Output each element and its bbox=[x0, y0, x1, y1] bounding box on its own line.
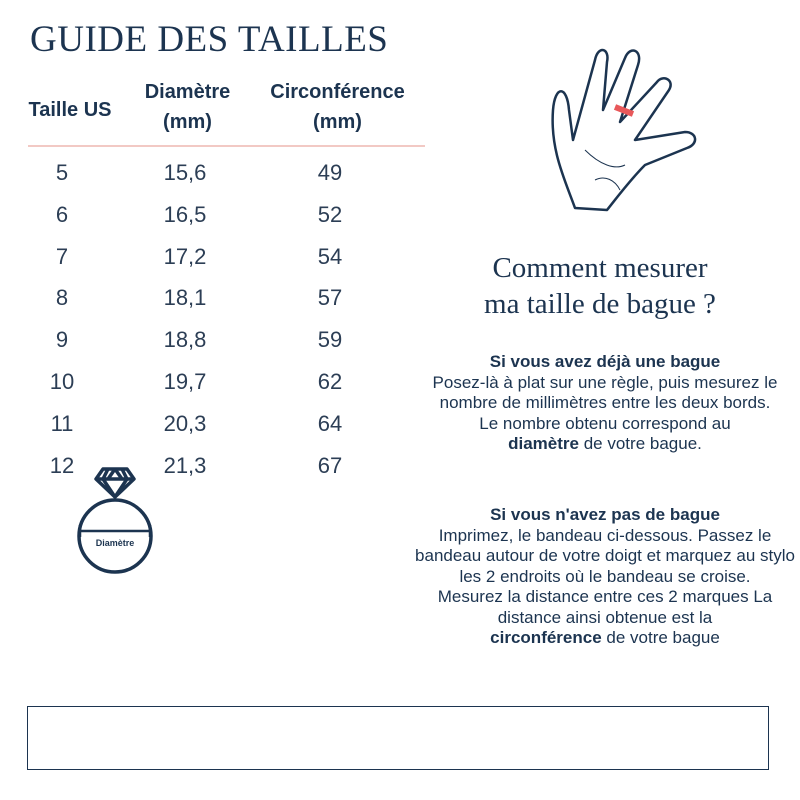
header-diameter-line2: (mm) bbox=[163, 111, 212, 133]
header-diameter: Diamètre (mm) bbox=[130, 77, 245, 137]
hand-illustration-icon bbox=[551, 48, 697, 212]
page-title: GUIDE DES TAILLES bbox=[30, 19, 389, 60]
printable-band bbox=[27, 706, 769, 770]
table-cell: 10 bbox=[49, 369, 75, 394]
header-circumference: Circonférence (mm) bbox=[255, 77, 420, 137]
table-cell: 18,8 bbox=[163, 327, 207, 353]
table-cell: 57 bbox=[317, 285, 343, 311]
section2-text2: Mesurez la distance entre ces 2 marques … bbox=[437, 587, 773, 627]
table-cell: 11 bbox=[50, 410, 74, 436]
table-cell: 62 bbox=[317, 369, 343, 394]
table-cell: 21,3 bbox=[163, 452, 207, 478]
howto-title: Comment mesurer ma taille de bague ? bbox=[430, 250, 770, 322]
table-cell: 15,6 bbox=[163, 160, 207, 185]
table-cell: 59 bbox=[317, 327, 343, 353]
table-cell: 16,5 bbox=[163, 201, 207, 227]
section2-text3: de votre bague bbox=[601, 628, 720, 647]
howto-line2: ma taille de bague ? bbox=[484, 288, 716, 320]
header-diameter-line1: Diamètre bbox=[144, 81, 231, 103]
table-cell: 5 bbox=[55, 160, 69, 185]
header-circ-line1: Circonférence bbox=[270, 81, 405, 103]
table-cell: 64 bbox=[317, 410, 343, 436]
table-cell: 6 bbox=[55, 201, 69, 227]
section1-text2: Le nombre obtenu correspond au bbox=[479, 413, 731, 433]
table-cell: 52 bbox=[317, 201, 343, 227]
section2-heading: Si vous n'avez pas de bague bbox=[490, 505, 720, 524]
table-cell: 67 bbox=[317, 452, 343, 478]
section-with-ring: Si vous avez déjà une bague Posez-là à p… bbox=[415, 352, 795, 455]
table-cell: 8 bbox=[55, 285, 69, 311]
table-cell: 49 bbox=[317, 160, 343, 185]
section1-heading: Si vous avez déjà une bague bbox=[489, 352, 721, 371]
section-without-ring: Si vous n'avez pas de bague Imprimez, le… bbox=[415, 505, 795, 649]
table-cell: 20,3 bbox=[163, 410, 207, 436]
table-cell: 9 bbox=[55, 327, 69, 353]
table-cell: 19,7 bbox=[163, 369, 207, 394]
header-size: Taille US bbox=[28, 99, 112, 121]
table-cell: 18,1 bbox=[163, 285, 207, 311]
ring-label: Diamètre bbox=[96, 538, 135, 548]
table-cell: 17,2 bbox=[163, 243, 207, 269]
table-cell: 54 bbox=[317, 243, 343, 269]
header-divider bbox=[28, 145, 425, 147]
section2-text1: Imprimez, le bandeau ci-dessous. Passez … bbox=[415, 525, 795, 586]
section2-bold: circonférence bbox=[490, 628, 602, 647]
header-circ-line2: (mm) bbox=[313, 111, 362, 133]
section1-text3: de votre bague. bbox=[579, 434, 702, 453]
section1-text1: Posez-là à plat sur une règle, puis mesu… bbox=[432, 372, 778, 413]
ring-diameter-icon: Diamètre bbox=[77, 467, 153, 574]
howto-line1: Comment mesurer bbox=[492, 252, 708, 284]
section1-bold: diamètre bbox=[508, 434, 579, 453]
table-cell: 12 bbox=[49, 452, 75, 478]
table-cell: 7 bbox=[55, 243, 69, 269]
